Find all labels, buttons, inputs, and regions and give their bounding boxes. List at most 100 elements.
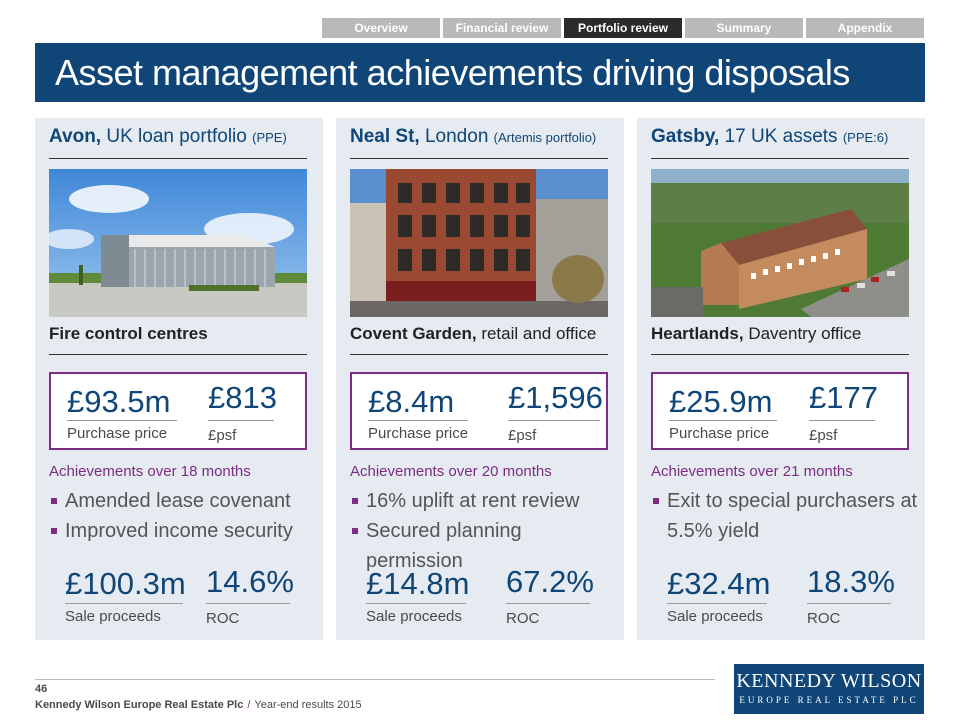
roc-value: 14.6% (206, 564, 294, 599)
property-photo (651, 169, 909, 317)
property-photo (350, 169, 608, 317)
heading-bold: Avon, (49, 126, 102, 147)
underline (807, 603, 891, 604)
heading-note: (PPE) (252, 130, 287, 145)
property-photo (49, 169, 307, 317)
sale-proceeds-value: £100.3m (65, 566, 186, 601)
footer-company: Kennedy Wilson Europe Real Estate Plc (35, 699, 244, 711)
footer-separator: / (247, 699, 251, 711)
column-gatsby: Gatsby, 17 UK assets (PPE:6) Heartlands,… (637, 118, 925, 640)
underline (206, 603, 290, 604)
sale-proceeds-value: £14.8m (366, 566, 470, 601)
psf-value: £177 (809, 380, 878, 415)
subtitle-bold: Covent Garden, (350, 324, 477, 343)
underline (809, 420, 875, 421)
divider (350, 354, 608, 355)
psf-label: £psf (508, 427, 537, 444)
divider (651, 158, 909, 159)
list-item: Amended lease covenant (49, 486, 317, 516)
list-item: Improved income security (49, 516, 317, 546)
logo-wordmark: KENNEDY WILSON (736, 670, 922, 692)
property-subtitle: Fire control centres (49, 324, 311, 344)
underline (208, 420, 274, 421)
purchase-price-value: £93.5m (67, 384, 171, 419)
column-heading: Neal St, London (Artemis portfolio) (350, 126, 610, 148)
underline (506, 603, 590, 604)
subtitle-bold: Heartlands, (651, 324, 744, 343)
divider (49, 354, 307, 355)
tab-appendix[interactable]: Appendix (806, 18, 924, 38)
subtitle-text: Daventry office (743, 324, 862, 343)
column-avon: Avon, UK loan portfolio (PPE) (35, 118, 323, 640)
heading-note: (PPE:6) (842, 130, 889, 145)
footer-divider (35, 679, 715, 680)
heading-text: UK loan portfolio (101, 126, 253, 147)
subtitle-bold: Fire control centres (49, 324, 208, 343)
achievements-heading: Achievements over 21 months (651, 463, 853, 480)
divider (49, 158, 307, 159)
purchase-metrics-box: £25.9m Purchase price £177 £psf (651, 372, 909, 450)
heading-bold: Gatsby, (651, 126, 720, 147)
section-tabs: Overview Financial review Portfolio revi… (322, 18, 927, 38)
roc-value: 18.3% (807, 564, 895, 599)
psf-value: £1,596 (508, 380, 603, 415)
underline (366, 603, 466, 604)
achievements-list: 16% uplift at rent review Secured planni… (350, 486, 618, 576)
psf-value: £813 (208, 380, 277, 415)
tab-overview[interactable]: Overview (322, 18, 440, 38)
footer-text: Kennedy Wilson Europe Real Estate Plc / Ye… (35, 699, 362, 711)
purchase-price-value: £25.9m (669, 384, 773, 419)
psf-label: £psf (208, 427, 237, 444)
heading-bold: Neal St, (350, 126, 420, 147)
purchase-price-label: Purchase price (67, 425, 168, 442)
result-metrics: £32.4m Sale proceeds 18.3% ROC (651, 566, 913, 636)
result-metrics: £100.3m Sale proceeds 14.6% ROC (49, 566, 311, 636)
underline (667, 603, 767, 604)
list-item: 16% uplift at rent review (350, 486, 618, 516)
achievements-list: Amended lease covenant Improved income s… (49, 486, 317, 546)
roc-value: 67.2% (506, 564, 594, 599)
sale-proceeds-label: Sale proceeds (366, 608, 462, 625)
heading-text: London (419, 126, 494, 147)
sale-proceeds-label: Sale proceeds (65, 608, 161, 625)
underline (669, 420, 777, 421)
list-item: Exit to special purchasers at 5.5% yield (651, 486, 919, 546)
underline (67, 420, 177, 421)
achievements-heading: Achievements over 18 months (49, 463, 251, 480)
property-subtitle: Heartlands, Daventry office (651, 324, 913, 344)
roc-label: ROC (506, 610, 540, 627)
page-number: 46 (35, 683, 48, 695)
roc-label: ROC (807, 610, 841, 627)
heading-note: (Artemis portfolio) (493, 130, 597, 145)
tab-financial-review[interactable]: Financial review (443, 18, 561, 38)
achievements-list: Exit to special purchasers at 5.5% yield (651, 486, 919, 546)
property-subtitle: Covent Garden, retail and office (350, 324, 612, 344)
title-bar: Asset management achievements driving di… (35, 43, 925, 102)
purchase-price-value: £8.4m (368, 384, 455, 419)
purchase-metrics-box: £8.4m Purchase price £1,596 £psf (350, 372, 608, 450)
divider (350, 158, 608, 159)
purchase-metrics-box: £93.5m Purchase price £813 £psf (49, 372, 307, 450)
sale-proceeds-label: Sale proceeds (667, 608, 763, 625)
column-neal-st: Neal St, London (Artemis portfolio) (336, 118, 624, 640)
divider (651, 354, 909, 355)
tab-portfolio-review[interactable]: Portfolio review (564, 18, 682, 38)
page-title: Asset management achievements driving di… (55, 51, 850, 93)
result-metrics: £14.8m Sale proceeds 67.2% ROC (350, 566, 612, 636)
roc-label: ROC (206, 610, 240, 627)
purchase-price-label: Purchase price (669, 425, 770, 442)
logo-tagline: EUROPE REAL ESTATE PLC (739, 695, 919, 705)
underline (368, 420, 468, 421)
purchase-price-label: Purchase price (368, 425, 469, 442)
column-heading: Avon, UK loan portfolio (PPE) (49, 126, 309, 148)
footer-report: Year-end results 2015 (254, 699, 362, 711)
tab-summary[interactable]: Summary (685, 18, 803, 38)
sale-proceeds-value: £32.4m (667, 566, 771, 601)
subtitle-text: retail and office (476, 324, 597, 343)
underline (508, 420, 600, 421)
underline (65, 603, 183, 604)
column-heading: Gatsby, 17 UK assets (PPE:6) (651, 126, 911, 148)
psf-label: £psf (809, 427, 838, 444)
kennedy-wilson-logo: KENNEDY WILSON EUROPE REAL ESTATE PLC (734, 664, 924, 714)
list-item: Secured planning permission (350, 516, 618, 576)
